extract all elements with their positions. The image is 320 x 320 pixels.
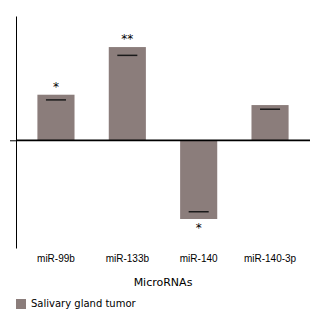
annotation: * xyxy=(196,221,202,235)
legend-label: Salivary gland tumor xyxy=(31,298,137,309)
bar xyxy=(109,47,146,140)
legend: Salivary gland tumor xyxy=(16,298,137,309)
y-axis xyxy=(10,17,17,249)
annotation: * xyxy=(53,80,59,94)
x-tick: miR-140-3p xyxy=(244,253,297,264)
x-tick-label: miR-133b xyxy=(106,253,150,264)
y-tick-mark xyxy=(10,140,16,141)
x-tick: miR-133b xyxy=(106,253,150,264)
x-axis: miR-99b miR-133b miR-140 miR-140-3p xyxy=(37,253,297,264)
error-line xyxy=(117,55,137,57)
x-tick: miR-140 xyxy=(180,253,218,264)
error-line xyxy=(46,99,66,101)
bar xyxy=(37,95,74,141)
error-line xyxy=(189,211,209,213)
bar xyxy=(251,105,288,140)
chart: ****miR-99bmiR-133bmiR-140miR-140-3pMicr… xyxy=(0,0,320,320)
bar xyxy=(180,140,217,219)
y-tick xyxy=(10,140,16,141)
x-axis-title: MicroRNAs xyxy=(134,276,193,289)
x-tick-label: miR-140 xyxy=(180,253,218,264)
y-axis-line xyxy=(16,17,17,249)
zero-line xyxy=(16,139,310,141)
error-line xyxy=(260,108,280,110)
legend-item: Salivary gland tumor xyxy=(16,298,137,309)
x-tick-label: miR-99b xyxy=(37,253,75,264)
x-tick: miR-99b xyxy=(37,253,75,264)
legend-swatch xyxy=(16,299,26,309)
plot-area xyxy=(37,47,288,219)
annotation: ** xyxy=(121,32,133,46)
x-tick-label: miR-140-3p xyxy=(244,253,297,264)
